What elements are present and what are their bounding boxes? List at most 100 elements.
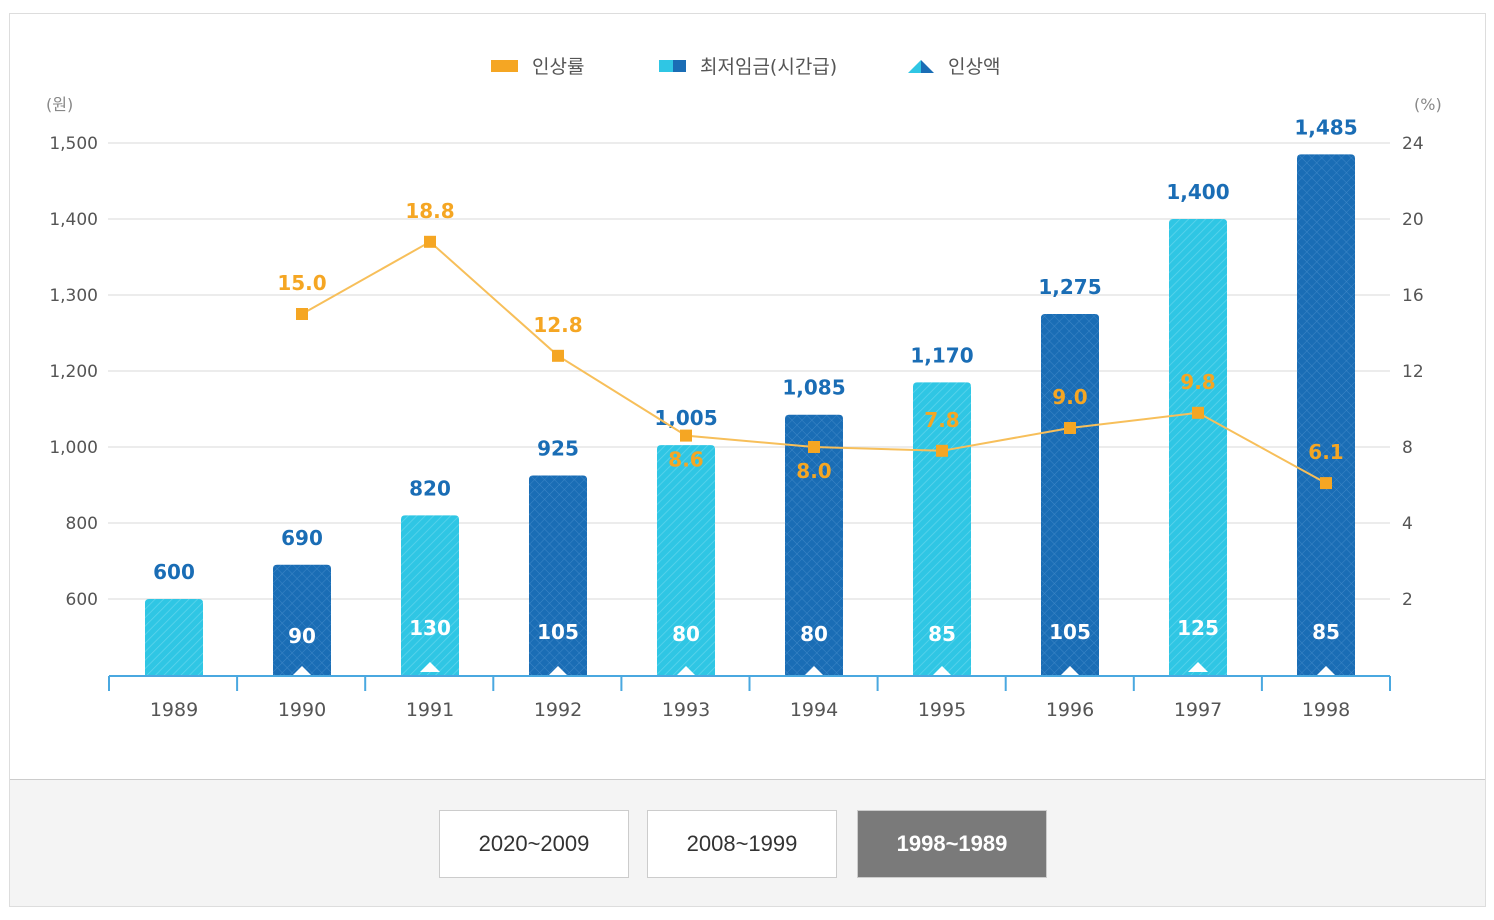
right-tick-label: 4 <box>1402 514 1413 534</box>
rate-point <box>1064 422 1076 434</box>
increase-amount-label: 130 <box>409 616 451 640</box>
x-tick-label: 1998 <box>1302 699 1350 721</box>
left-tick-label: 1,500 <box>49 134 98 154</box>
increase-amount-label: 80 <box>800 622 828 646</box>
rate-point <box>936 444 948 457</box>
left-tick-label: 600 <box>66 590 98 610</box>
rate-label: 8.0 <box>796 459 831 483</box>
bar-1991 <box>401 515 459 676</box>
bar-value-label: 820 <box>409 476 451 500</box>
rate-point <box>552 349 564 362</box>
x-tick-label: 1990 <box>278 699 326 721</box>
increase-triangle-icon <box>1188 662 1208 672</box>
bar-value-label: 925 <box>537 437 579 461</box>
x-tick-label: 1997 <box>1174 699 1222 721</box>
rate-label: 9.8 <box>1180 370 1215 394</box>
right-tick-label: 20 <box>1402 210 1424 230</box>
increase-amount-label: 90 <box>288 624 316 648</box>
legend-triangle-icon-right <box>921 60 934 73</box>
rate-label: 7.8 <box>924 408 959 432</box>
legend-swatch-wage-dark <box>673 60 686 72</box>
rate-series: 15.0 18.8 12.8 8.6 8.0 7.8 9.0 9.8 6.1 <box>277 199 1344 490</box>
rate-label: 6.1 <box>1308 440 1343 464</box>
x-tick-label: 1989 <box>150 699 198 721</box>
bar-value-label: 1,170 <box>910 343 973 367</box>
min-wage-chart: 인상률 최저임금(시간급) 인상액 (원) (%) 600 2 800 4 1,000 8 1,20… <box>46 56 1442 721</box>
bar-value-label: 1,005 <box>654 406 717 430</box>
x-tick-label: 1992 <box>534 699 582 721</box>
bar-value-label: 690 <box>281 526 323 550</box>
increase-amount-label: 85 <box>928 622 956 646</box>
rate-point <box>680 429 692 442</box>
range-selector: 2020~2009 2008~1999 1998~1989 <box>10 779 1485 906</box>
legend-swatch-wage-light <box>659 60 673 72</box>
left-tick-label: 1,000 <box>49 438 98 458</box>
left-tick-label: 1,200 <box>49 362 98 382</box>
bar-1990 <box>273 564 331 676</box>
legend: 인상률 최저임금(시간급) 인상액 <box>491 56 1000 78</box>
right-axis-unit: (%) <box>1414 95 1442 114</box>
bars: 600 690 90 820 130 925 105 1,005 80 1,085 80 1,170 8… <box>145 115 1358 676</box>
increase-amount-label: 85 <box>1312 620 1340 644</box>
right-tick-label: 24 <box>1402 134 1424 154</box>
increase-triangle-icon <box>932 666 952 676</box>
rate-point <box>424 235 436 248</box>
bar-value-label: 1,485 <box>1294 115 1357 139</box>
increase-triangle-icon <box>420 662 440 672</box>
right-tick-label: 8 <box>1402 438 1413 458</box>
grid: (원) (%) 600 2 800 4 1,000 8 1,200 12 1,300 16 1,400 2… <box>46 95 1442 610</box>
right-tick-label: 2 <box>1402 590 1413 610</box>
x-tick-label: 1991 <box>406 699 454 721</box>
bar-value-label: 1,400 <box>1166 180 1229 204</box>
bar-1992 <box>529 475 587 676</box>
rate-point <box>1192 406 1204 419</box>
bar-1998 <box>1297 154 1355 676</box>
increase-amount-label: 125 <box>1177 616 1219 640</box>
bar-value-label: 1,275 <box>1038 275 1101 299</box>
increase-triangle-icon <box>1060 666 1080 676</box>
rate-label: 12.8 <box>533 313 582 337</box>
bar-1996 <box>1041 314 1099 676</box>
bar-1997 <box>1169 219 1227 676</box>
increase-triangle-icon <box>676 666 696 676</box>
rate-label: 8.6 <box>668 448 703 472</box>
bar-value-label: 600 <box>153 560 195 584</box>
left-tick-label: 800 <box>66 514 98 534</box>
increase-amount-label: 105 <box>537 620 579 644</box>
x-axis: 1989 1990 1991 1992 1993 1994 1995 1996 1997 1998 <box>108 675 1391 721</box>
x-tick-label: 1996 <box>1046 699 1094 721</box>
increase-amount-label: 105 <box>1049 620 1091 644</box>
range-button-2020-2009[interactable]: 2020~2009 <box>439 810 629 878</box>
increase-triangle-icon <box>548 666 568 676</box>
bar-1993 <box>657 445 715 676</box>
range-button-2008-1999[interactable]: 2008~1999 <box>647 810 837 878</box>
x-tick-label: 1995 <box>918 699 966 721</box>
increase-triangle-icon <box>292 666 312 676</box>
rate-label: 9.0 <box>1052 385 1087 409</box>
legend-label-increase: 인상액 <box>948 56 1000 78</box>
range-button-1998-1989[interactable]: 1998~1989 <box>857 810 1047 878</box>
bar-1995 <box>913 382 971 676</box>
rate-label: 15.0 <box>277 271 326 295</box>
bar-value-label: 1,085 <box>782 376 845 400</box>
left-axis-unit: (원) <box>46 95 73 114</box>
chart-panel: 인상률 최저임금(시간급) 인상액 (원) (%) 600 2 800 4 1,000 8 1,20… <box>9 13 1486 907</box>
x-tick-label: 1993 <box>662 699 710 721</box>
left-tick-label: 1,300 <box>49 286 98 306</box>
legend-label-rate: 인상률 <box>532 56 584 78</box>
increase-triangle-icon <box>804 666 824 676</box>
bar-1989 <box>145 599 203 676</box>
legend-label-wage: 최저임금(시간급) <box>700 56 837 78</box>
rate-point <box>808 441 820 453</box>
increase-triangle-icon <box>1316 666 1336 676</box>
legend-triangle-icon-left <box>908 60 921 73</box>
rate-point <box>296 308 308 320</box>
legend-swatch-rate <box>491 60 518 72</box>
increase-amount-label: 80 <box>672 622 700 646</box>
bar-1994 <box>785 414 843 676</box>
rate-point <box>1320 477 1332 490</box>
left-tick-label: 1,400 <box>49 210 98 230</box>
right-tick-label: 16 <box>1402 286 1424 306</box>
rate-label: 18.8 <box>405 199 454 223</box>
